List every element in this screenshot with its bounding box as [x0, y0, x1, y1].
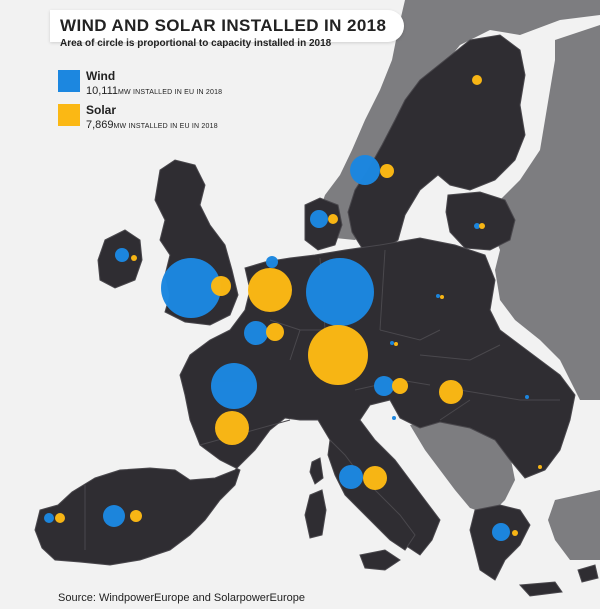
wind-circle-austria	[374, 376, 394, 396]
solar-circle-belgium	[266, 323, 284, 341]
crete-shape	[518, 581, 563, 597]
solar-circle-finland	[472, 75, 482, 85]
wind-circle-germany	[306, 258, 374, 326]
solar-circle-sweden	[380, 164, 394, 178]
map-title: WIND AND SOLAR INSTALLED IN 2018	[60, 16, 387, 35]
baltics-shape	[445, 191, 516, 251]
legend-solar-value: 7,869	[86, 119, 114, 131]
wind-circle-croatia	[392, 416, 396, 420]
solar-circle-portugal	[55, 513, 65, 523]
source-note: Source: WindpowerEurope and SolarpowerEu…	[58, 592, 306, 604]
wind-circle-lithuania	[474, 223, 480, 229]
wind-circle-italy	[339, 465, 363, 489]
wind-circle-denmark	[310, 210, 328, 228]
legend-wind-value: 10,111	[86, 85, 119, 97]
legend-wind-swatch	[58, 70, 80, 92]
wind-circle-spain	[103, 505, 125, 527]
legend-wind-text: Wind 10,111MW INSTALLED IN EU IN 2018	[86, 70, 222, 99]
legend-solar-swatch	[58, 104, 80, 126]
corsica-shape	[309, 457, 324, 485]
eu-land	[34, 34, 599, 597]
solar-circle-lithuania	[479, 223, 485, 229]
legend-wind-name: Wind	[86, 69, 116, 83]
legend-solar-unit: MW INSTALLED IN EU IN 2018	[113, 123, 218, 130]
legend-solar: Solar 7,869MW INSTALLED IN EU IN 2018	[58, 104, 218, 133]
wind-circle-czechia	[390, 341, 394, 345]
sicily-shape	[359, 549, 401, 571]
title-banner: WIND AND SOLAR INSTALLED IN 2018	[50, 10, 405, 42]
solar-circles	[55, 75, 542, 536]
map-subtitle: Area of circle is proportional to capaci…	[60, 38, 332, 49]
solar-circle-bulgaria	[538, 465, 542, 469]
solar-circle-czechia	[394, 342, 398, 346]
greece-shape	[469, 504, 531, 581]
cyprus-shape	[577, 564, 599, 583]
solar-circle-austria	[392, 378, 408, 394]
solar-circle-denmark	[328, 214, 338, 224]
wind-circle-greece	[492, 523, 510, 541]
solar-circle-italy	[363, 466, 387, 490]
legend-wind-unit: MW INSTALLED IN EU IN 2018	[118, 89, 223, 96]
sardinia-shape	[304, 489, 327, 539]
wind-circle-romania	[525, 395, 529, 399]
solar-circle-ireland	[131, 255, 137, 261]
balkans-shape	[410, 420, 515, 515]
solar-circle-germany	[308, 325, 368, 385]
wind-circle-belgium	[244, 321, 268, 345]
turkey-shape	[548, 490, 600, 560]
solar-circle-greece	[512, 530, 518, 536]
wind-circle-uk	[161, 258, 221, 318]
russia-belarus-ukraine-shape	[490, 25, 600, 400]
solar-circle-spain	[130, 510, 142, 522]
solar-circle-france	[215, 411, 249, 445]
legend-solar-text: Solar 7,869MW INSTALLED IN EU IN 2018	[86, 104, 218, 133]
wind-circle-france	[211, 363, 257, 409]
wind-circle-ireland	[115, 248, 129, 262]
solar-circle-hungary	[439, 380, 463, 404]
wind-circle-netherlands	[266, 256, 278, 268]
solar-circle-poland	[440, 295, 444, 299]
wind-circle-sweden	[350, 155, 380, 185]
solar-circle-uk	[211, 276, 231, 296]
wind-circles	[44, 155, 529, 541]
wind-circle-portugal	[44, 513, 54, 523]
legend-wind: Wind 10,111MW INSTALLED IN EU IN 2018	[58, 70, 222, 99]
legend-solar-name: Solar	[86, 103, 117, 117]
solar-circle-netherlands	[248, 268, 292, 312]
wind-circle-poland	[436, 294, 440, 298]
